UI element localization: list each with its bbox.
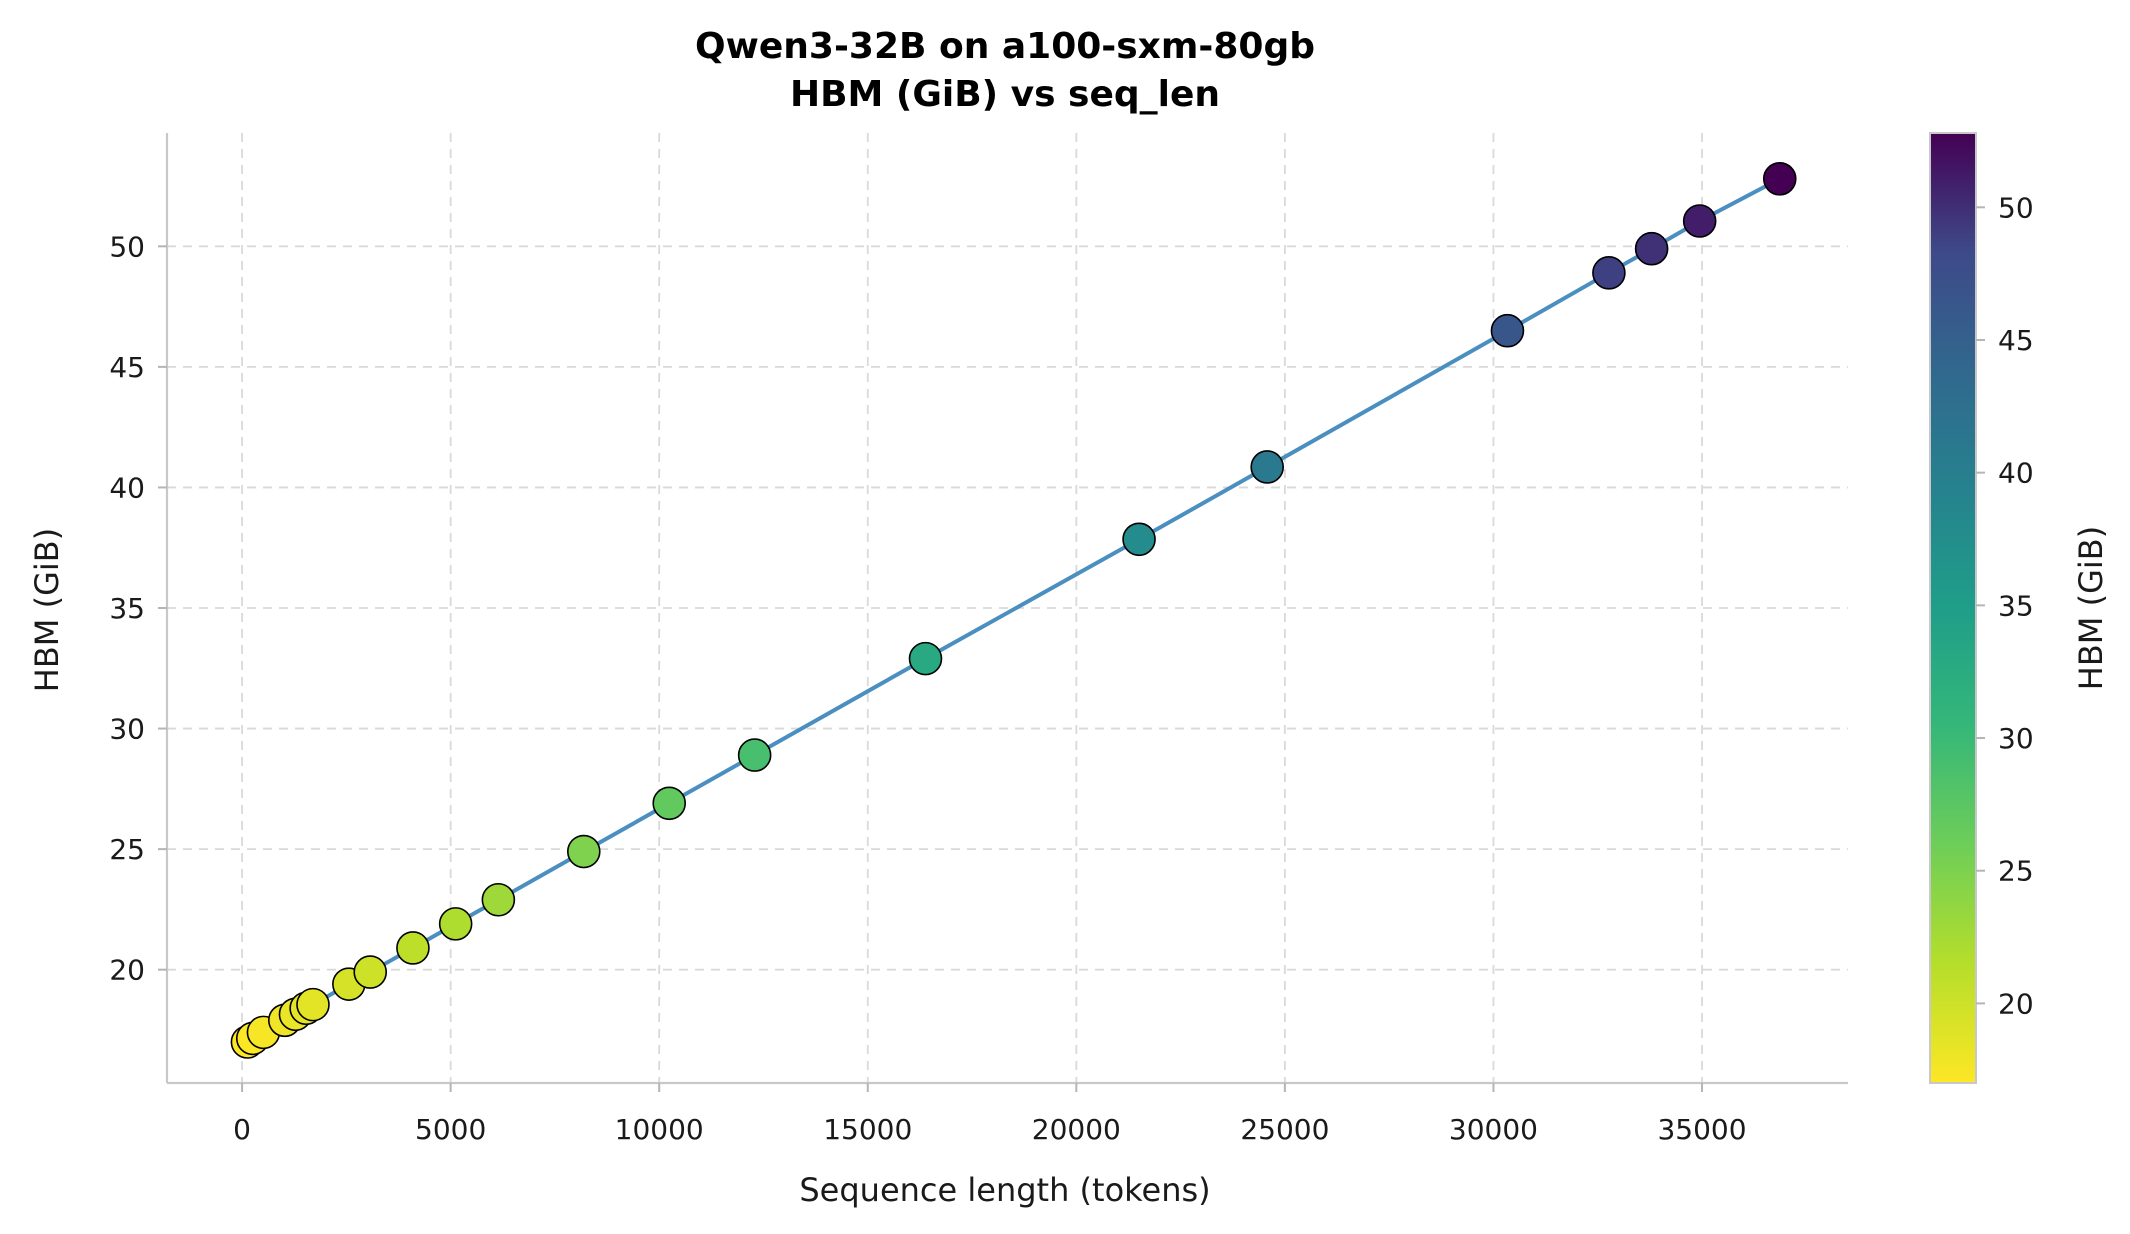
y-axis-label: HBM (GiB) [28, 528, 66, 692]
x-tick-label: 30000 [1449, 1113, 1538, 1146]
data-point [1762, 162, 1797, 196]
y-tick-label: 35 [109, 592, 145, 625]
colorbar [1929, 132, 1977, 1084]
data-point [296, 987, 330, 1022]
x-tick-label: 25000 [1240, 1113, 1329, 1146]
data-point [481, 882, 516, 917]
data-point [737, 738, 772, 772]
data-point [353, 955, 388, 989]
y-tick-label: 50 [109, 230, 145, 263]
fit-line [246, 177, 1781, 1044]
data-point [1592, 256, 1626, 290]
data-points [230, 162, 1797, 1059]
gridlines [167, 133, 1848, 1083]
data-point [652, 786, 687, 821]
data-point [1682, 204, 1717, 238]
data-point [1634, 231, 1669, 266]
y-tick-label: 25 [109, 833, 145, 866]
data-point [908, 641, 943, 676]
x-tick-label: 5000 [415, 1113, 486, 1146]
y-tick-label: 30 [109, 713, 145, 746]
colorbar-tick-label: 50 [1998, 191, 2034, 224]
x-tick-label: 35000 [1657, 1113, 1746, 1146]
x-tick-label: 0 [233, 1113, 251, 1146]
data-point [1490, 313, 1525, 348]
x-axis-label: Sequence length (tokens) [799, 1171, 1210, 1209]
colorbar-tick-label: 20 [1998, 987, 2034, 1020]
x-tick-label: 15000 [823, 1113, 912, 1146]
colorbar-tick-label: 40 [1998, 457, 2034, 490]
x-tick-label: 10000 [615, 1113, 704, 1146]
x-axis-ticks: 0 5000 10000 15000 20000 25000 30000 35000 [233, 1083, 1747, 1146]
y-axis-ticks: 20 25 30 35 40 45 50 [109, 230, 167, 987]
colorbar-tick-label: 25 [1998, 855, 2034, 888]
data-point [396, 931, 430, 965]
chart-title-line2: HBM (GiB) vs seq_len [790, 74, 1220, 115]
colorbar-tick-label: 35 [1998, 589, 2034, 622]
colorbar-label: HBM (GiB) [2072, 526, 2110, 690]
data-point [438, 907, 473, 941]
data-point [1250, 450, 1284, 484]
x-tick-label: 20000 [1032, 1113, 1121, 1146]
chart-title-line1: Qwen3-32B on a100-sxm-80gb [695, 26, 1315, 67]
colorbar-ticks: 20 25 30 35 40 45 50 [1976, 191, 2034, 1020]
colorbar-tick-label: 30 [1998, 722, 2034, 755]
y-tick-label: 45 [109, 351, 145, 384]
colorbar-tick-label: 45 [1998, 324, 2034, 357]
data-point [1122, 522, 1156, 557]
y-tick-label: 40 [109, 471, 145, 504]
y-tick-label: 20 [109, 954, 145, 987]
data-point [566, 834, 601, 869]
